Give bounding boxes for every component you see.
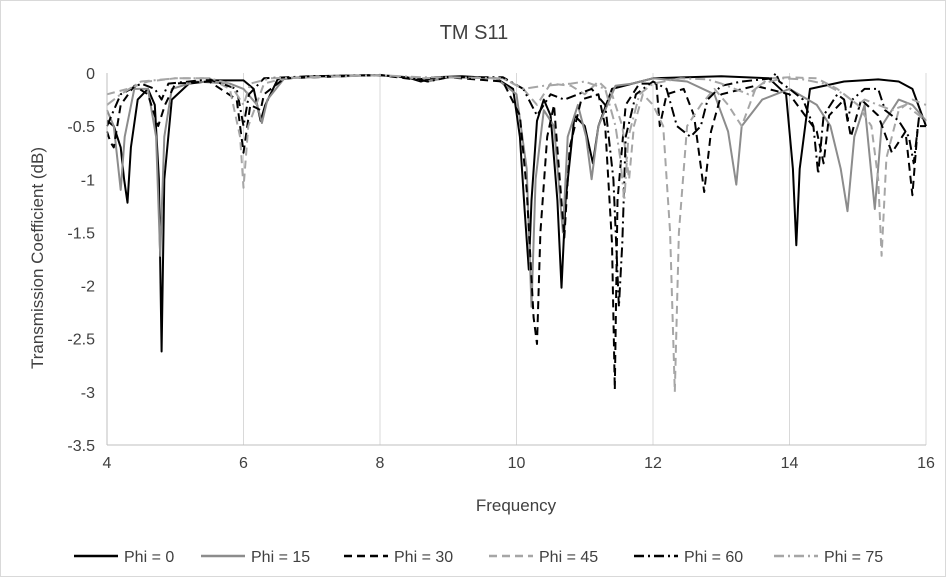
x-tick-label: 14 [781,455,799,472]
legend: Phi = 0 Phi = 15 Phi = 30 Phi = 45 Phi = 60 P… [74,549,883,566]
y-tick-label: -0.5 [67,119,95,136]
series-line-5 [106,74,927,202]
x-tick-label: 16 [917,455,935,472]
legend-label: Phi = 60 [684,549,743,566]
legend-label: Phi = 30 [394,549,453,566]
legend-item: Phi = 60 [634,549,743,566]
legend-label: Phi = 15 [251,549,310,566]
legend-item: Phi = 30 [344,549,453,566]
y-tick-label: -1 [81,172,95,189]
legend-item: Phi = 0 [74,549,174,566]
y-tick-label: -2.5 [67,332,95,349]
tick-labels: 4 6 8 10 12 14 16 0 -0.5 -1 -1.5 -2 -2.5 -3 -3.5 [67,66,935,472]
axes [106,73,926,446]
legend-label: Phi = 45 [539,549,598,566]
y-tick-label: -3.5 [67,438,95,455]
y-tick-label: -2 [81,279,95,296]
x-tick-label: 4 [103,455,112,472]
legend-item: Phi = 75 [774,549,883,566]
x-tick-label: 10 [508,455,526,472]
x-tick-label: 8 [376,455,385,472]
x-tick-label: 12 [644,455,662,472]
legend-label: Phi = 0 [124,549,174,566]
legend-label: Phi = 75 [824,549,883,566]
legend-item: Phi = 45 [489,549,598,566]
y-tick-label: -3 [81,385,95,402]
x-tick-label: 6 [239,455,248,472]
y-tick-label: 0 [86,66,95,83]
series-line-4 [106,72,927,308]
chart-title: TM S11 [440,22,509,44]
x-axis-title: Frequency [476,496,557,515]
series-line-1 [106,74,927,308]
legend-item: Phi = 15 [201,549,310,566]
y-tick-label: -1.5 [67,225,95,242]
y-axis-title: Transmission Coefficient (dB) [28,147,47,369]
series-layer [106,72,927,393]
series-line-3 [106,74,927,393]
